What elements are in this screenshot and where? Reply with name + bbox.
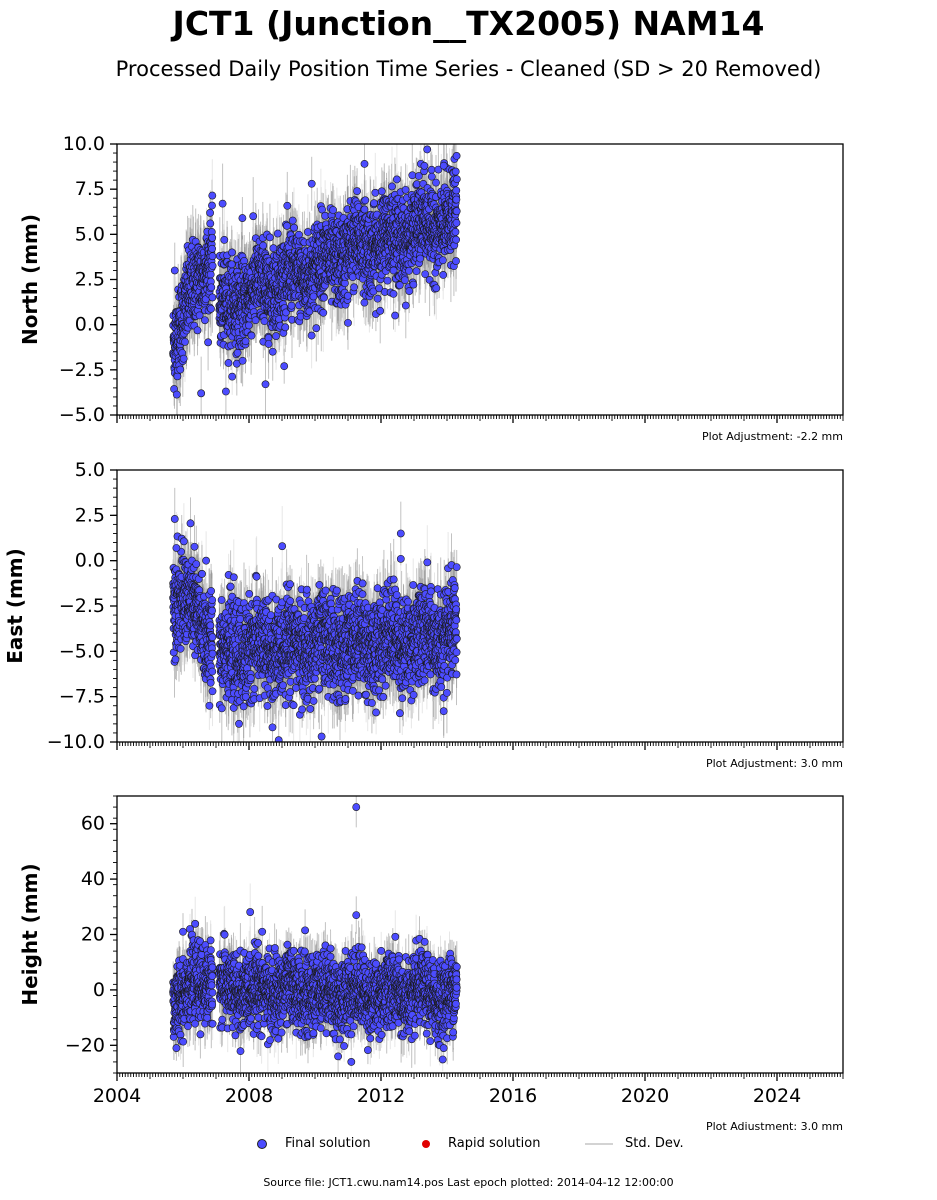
data-point xyxy=(343,291,352,300)
data-point xyxy=(361,196,370,205)
data-point xyxy=(208,261,217,270)
data-point xyxy=(307,331,316,340)
data-point xyxy=(179,354,188,363)
data-point xyxy=(319,308,328,317)
data-point xyxy=(283,201,292,210)
data-point xyxy=(287,301,296,310)
data-point xyxy=(350,283,358,292)
data-point xyxy=(233,348,242,357)
data-point xyxy=(176,365,185,374)
data-point xyxy=(282,308,290,317)
data-point xyxy=(208,201,216,210)
data-point xyxy=(251,316,260,325)
data-point xyxy=(207,304,215,313)
data-point xyxy=(208,191,217,200)
chart-subtitle: Processed Daily Position Time Series - C… xyxy=(115,57,822,81)
data-point xyxy=(312,324,321,333)
data-point xyxy=(260,317,269,326)
data-point xyxy=(228,372,237,381)
data-point xyxy=(290,223,298,232)
data-point xyxy=(265,233,274,242)
data-point xyxy=(208,233,217,242)
data-point xyxy=(208,252,217,261)
data-point xyxy=(195,311,204,320)
data-point xyxy=(244,321,253,330)
data-point xyxy=(377,187,386,196)
data-point xyxy=(249,212,258,221)
data-point xyxy=(303,228,312,236)
data-point xyxy=(268,347,277,356)
data-point xyxy=(220,235,229,244)
data-point xyxy=(273,229,282,238)
data-point xyxy=(206,219,215,228)
data-point xyxy=(283,221,291,230)
data-point xyxy=(370,199,378,208)
data-point xyxy=(376,306,385,315)
data-point xyxy=(371,188,380,197)
data-point xyxy=(383,276,392,285)
data-point xyxy=(264,340,273,348)
data-point xyxy=(373,294,382,303)
data-point xyxy=(353,187,361,196)
data-point xyxy=(288,216,297,225)
data-point xyxy=(281,323,290,332)
data-point xyxy=(228,248,236,257)
data-point xyxy=(388,182,396,191)
data-point xyxy=(272,332,280,340)
data-point xyxy=(172,390,181,399)
data-point xyxy=(193,326,202,335)
data-point xyxy=(360,298,369,307)
data-point xyxy=(389,289,398,298)
data-point xyxy=(309,292,318,301)
data-point xyxy=(241,337,250,346)
data-point xyxy=(247,331,256,340)
data-point xyxy=(224,359,233,367)
data-point xyxy=(321,211,329,220)
data-point xyxy=(200,316,209,325)
data-point xyxy=(269,244,278,253)
data-point xyxy=(181,337,189,346)
data-point xyxy=(318,205,326,214)
data-point xyxy=(208,293,217,302)
data-point xyxy=(204,338,212,347)
data-point xyxy=(392,175,401,184)
data-point xyxy=(206,270,215,279)
data-point xyxy=(280,362,289,371)
data-point xyxy=(208,244,216,253)
data-point xyxy=(238,356,247,365)
final-solution-points xyxy=(169,145,461,399)
data-point xyxy=(206,208,214,217)
data-point xyxy=(320,293,328,302)
data-point xyxy=(207,283,216,292)
data-point xyxy=(391,311,399,320)
data-point xyxy=(329,206,337,214)
chart-title: JCT1 (Junction__TX2005) NAM14 xyxy=(172,4,765,43)
data-point xyxy=(259,241,268,250)
data-point xyxy=(360,205,369,214)
